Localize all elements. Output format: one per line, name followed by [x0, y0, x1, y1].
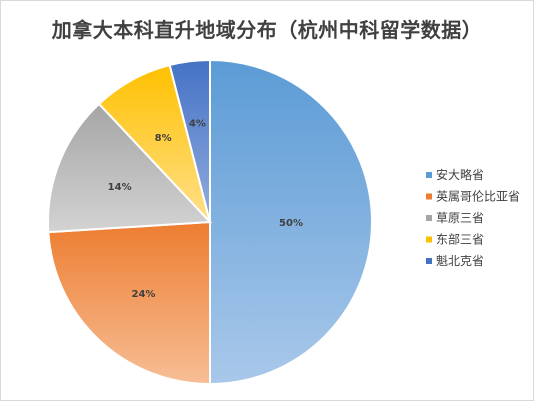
chart-title: 加拿大本科直升地域分布（杭州中科留学数据） — [51, 18, 483, 42]
data-label-4: 8% — [155, 133, 172, 144]
data-label-1: 50% — [279, 218, 303, 229]
legend-label-5: 魁北克省 — [436, 253, 484, 268]
pie-slice-2 — [47, 220, 211, 386]
data-label-5: 4% — [189, 118, 206, 129]
data-label-3: 14% — [108, 182, 132, 193]
pie-slice-5 — [168, 58, 211, 223]
pie-slice-3 — [47, 102, 213, 234]
legend-label-3: 草原三省 — [436, 211, 484, 225]
legend-label-2: 英属哥伦比亚省 — [436, 189, 520, 204]
legend-swatch-1 — [426, 172, 432, 178]
legend-swatch-5 — [426, 258, 432, 264]
pie-slice-1 — [209, 58, 373, 386]
legend-label-4: 东部三省 — [436, 232, 484, 247]
legend-label-1: 安大略省 — [436, 167, 484, 182]
legend-swatch-4 — [426, 236, 432, 243]
legend-swatch-3 — [426, 215, 432, 221]
data-label-2: 24% — [131, 289, 155, 300]
legend-swatch-2 — [426, 193, 432, 200]
